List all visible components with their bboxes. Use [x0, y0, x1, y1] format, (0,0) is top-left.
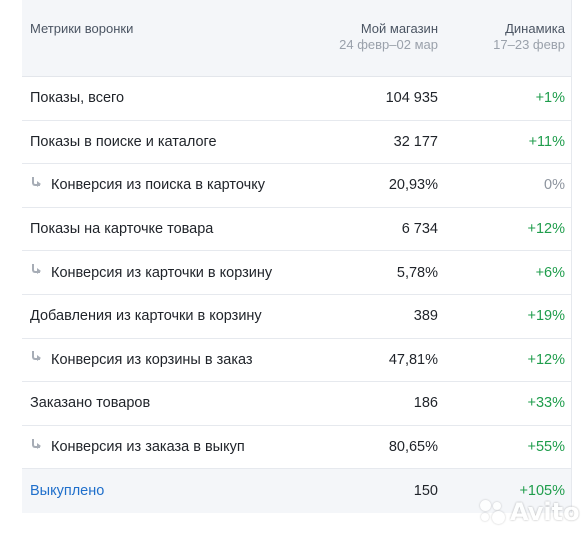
- table-row: Показы в поиске и каталоге 32 177 +11%: [22, 121, 571, 165]
- table-row: Конверсия из корзины в заказ 47,81% +12%: [22, 339, 571, 383]
- row-dynamic: +1%: [535, 90, 565, 107]
- row-value: 32 177: [393, 133, 438, 150]
- row-label-conversion: Конверсия из карточки в корзину: [30, 251, 272, 294]
- row-value: 47,81%: [388, 351, 438, 368]
- row-value: 20,93%: [388, 177, 438, 194]
- header-shop-period: 24 февр–02 мар: [339, 37, 438, 52]
- row-dynamic: +33%: [527, 395, 566, 412]
- row-dynamic: +11%: [528, 133, 565, 150]
- table-row: Показы на карточке товара 6 734 +12%: [22, 208, 571, 252]
- row-value: 80,65%: [388, 439, 438, 456]
- row-dynamic: 0%: [544, 177, 565, 194]
- row-dynamic: +6%: [535, 264, 565, 281]
- row-label-text: Конверсия из карточки в корзину: [51, 264, 273, 281]
- row-value: 6 734: [401, 221, 438, 238]
- header-dynamic-title: Динамика: [505, 21, 565, 36]
- row-label: Показы, всего: [30, 90, 125, 107]
- row-label: Заказано товаров: [30, 395, 151, 412]
- table-row: Конверсия из карточки в корзину 5,78% +6…: [22, 251, 571, 295]
- row-dynamic: +55%: [527, 439, 566, 456]
- row-value: 186: [413, 395, 438, 412]
- row-label: Показы на карточке товара: [30, 221, 214, 238]
- subitem-arrow-icon: [30, 176, 42, 189]
- header-metric-label: Метрики воронки: [30, 21, 134, 36]
- table-header: Метрики воронки Мой магазин 24 февр–02 м…: [22, 0, 571, 77]
- watermark-text: Avito: [510, 498, 580, 526]
- row-label-conversion: Конверсия из поиска в карточку: [30, 164, 265, 207]
- subitem-arrow-icon: [30, 351, 42, 363]
- funnel-metrics-table: Метрики воронки Мой магазин 24 февр–02 м…: [22, 0, 572, 514]
- table-row: Показы, всего 104 935 +1%: [22, 77, 571, 121]
- row-label-conversion: Конверсия из заказа в выкуп: [30, 426, 245, 469]
- header-dynamic-column: Динамика 17–23 февр: [493, 21, 565, 53]
- row-dynamic: +105%: [519, 483, 565, 500]
- avito-logo-icon: [478, 498, 506, 526]
- row-label-conversion: Конверсия из корзины в заказ: [30, 339, 253, 382]
- row-value: 104 935: [385, 90, 438, 107]
- header-dynamic-period: 17–23 февр: [493, 37, 565, 52]
- row-dynamic: +12%: [527, 221, 566, 238]
- row-value: 389: [413, 308, 438, 325]
- table-row: Заказано товаров 186 +33%: [22, 382, 571, 426]
- row-dynamic: +19%: [527, 308, 566, 325]
- table-row: Добавления из карточки в корзину 389 +19…: [22, 295, 571, 339]
- row-label: Добавления из карточки в корзину: [30, 308, 262, 325]
- header-shop-column: Мой магазин 24 февр–02 мар: [339, 21, 438, 53]
- row-label-purchased-link[interactable]: Выкуплено: [30, 483, 105, 500]
- avito-watermark: Avito: [478, 498, 580, 526]
- row-value: 150: [413, 483, 438, 500]
- row-label-text: Конверсия из заказа в выкуп: [51, 439, 245, 456]
- row-label-text: Конверсия из корзины в заказ: [51, 351, 253, 368]
- subitem-arrow-icon: [30, 264, 42, 276]
- row-dynamic: +12%: [527, 351, 566, 368]
- header-shop-title: Мой магазин: [360, 21, 438, 36]
- table-row: Конверсия из заказа в выкуп 80,65% +55%: [22, 426, 571, 470]
- subitem-arrow-icon: [30, 438, 42, 451]
- row-label: Показы в поиске и каталоге: [30, 133, 217, 150]
- table-row-total: Выкуплено 150 +105%: [22, 469, 571, 514]
- row-value: 5,78%: [396, 264, 438, 281]
- row-label-text: Конверсия из поиска в карточку: [51, 177, 265, 194]
- table-row: Конверсия из поиска в карточку 20,93% 0%: [22, 164, 571, 208]
